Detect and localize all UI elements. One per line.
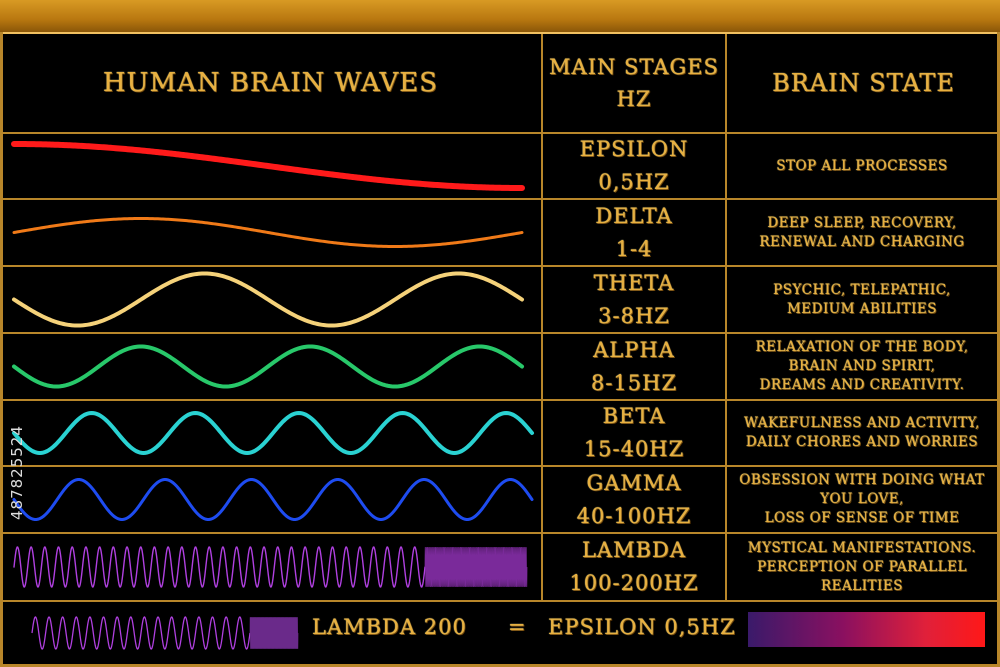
divider-row <box>0 265 1000 267</box>
table-frame <box>0 32 1000 667</box>
state-cell-2: psychic, telepathic, medium abilities <box>727 267 997 332</box>
stage-hz: 100-200Hz <box>569 571 699 595</box>
state-cell-6: mystical manifestations. perception of pa… <box>727 534 997 600</box>
frequency-gradient-bar <box>748 612 985 647</box>
divider-row <box>0 332 1000 334</box>
wave-delta <box>12 217 524 248</box>
stage-cell-1: Delta 1-4 <box>543 200 725 265</box>
top-bar <box>0 0 1000 34</box>
header-brain-state: Brain state <box>727 34 1000 132</box>
wave-alpha <box>12 344 524 389</box>
state-line: mystical manifestations. <box>747 539 977 556</box>
divider-col2 <box>725 34 727 601</box>
divider-row <box>0 132 1000 134</box>
divider-row <box>0 465 1000 467</box>
wave-lambda <box>13 546 426 588</box>
stage-name: Delta <box>595 203 673 228</box>
stage-hz: 40-100Hz <box>576 503 692 528</box>
state-cell-4: wakefulness and activity, daily chores an… <box>727 401 997 465</box>
stage-hz: 1-4 <box>615 236 653 261</box>
stage-hz: 8-15Hz <box>590 370 678 395</box>
stage-cell-2: Theta 3-8Hz <box>543 267 725 332</box>
stage-hz: 0,5Hz <box>598 170 670 194</box>
footer-right-label: Epsilon 0,5Hz <box>548 615 736 639</box>
footer-wave-lambda <box>31 616 251 650</box>
stage-cell-6: Lambda 100-200Hz <box>543 534 725 600</box>
stage-cell-5: Gamma 40-100Hz <box>543 467 725 532</box>
wave-theta <box>12 271 524 328</box>
state-line: psychic, telepathic, <box>773 281 951 298</box>
page-title: Human brain waves <box>0 34 541 132</box>
state-cell-1: Deep sleep, recovery, renewal and chargin… <box>727 200 997 265</box>
wave-lambda-dense <box>424 546 528 588</box>
state-line: Stop all processes <box>776 157 948 174</box>
watermark-id: 487825524 <box>8 425 26 520</box>
stage-hz: 3-8Hz <box>598 303 670 328</box>
stage-cell-0: Epsilon 0,5Hz <box>543 134 725 198</box>
state-line: perception of parallel <box>757 558 967 575</box>
stage-cell-3: Alpha 8-15Hz <box>543 334 725 399</box>
divider-row <box>0 600 1000 602</box>
title-text: Human brain waves <box>102 68 439 98</box>
stage-name: Theta <box>593 270 675 295</box>
state-line: Deep sleep, recovery, <box>767 214 957 231</box>
state-line: renewal and charging <box>759 233 965 250</box>
stage-name: Alpha <box>593 337 675 362</box>
state-line: obsession with doing what <box>739 472 985 488</box>
state-line: relaxation of the body, <box>755 339 969 355</box>
state-line: dreams and creativity. <box>759 377 965 393</box>
wave-beta <box>12 410 534 456</box>
state-line: you love, <box>820 491 904 507</box>
divider-row <box>0 532 1000 534</box>
state-line: realities <box>820 577 903 594</box>
state-cell-0: Stop all processes <box>727 134 997 198</box>
header-main-stages-line2: Hz <box>616 87 652 111</box>
stage-name: Lambda <box>581 538 687 562</box>
footer-wave-dense <box>249 617 299 649</box>
header-brain-state-text: Brain state <box>772 69 955 97</box>
divider-col1 <box>541 34 543 601</box>
stage-hz: 15-40Hz <box>583 437 685 461</box>
header-main-stages-line1: Main stages <box>549 55 719 79</box>
state-line: wakefulness and activity, <box>744 415 980 431</box>
wave-epsilon <box>11 141 525 191</box>
divider-row <box>0 399 1000 401</box>
state-line: medium abilities <box>786 300 938 317</box>
stage-name: Epsilon <box>579 137 689 161</box>
state-line: loss of sense of time <box>764 510 960 526</box>
wave-gamma <box>12 478 534 521</box>
stage-name: Beta <box>602 404 666 428</box>
state-cell-5: obsession with doing what you love, loss o… <box>727 467 997 532</box>
footer-left-label: Lambda 200 <box>312 615 467 639</box>
state-cell-3: relaxation of the body, brain and spirit,… <box>727 334 997 399</box>
stage-cell-4: Beta 15-40Hz <box>543 401 725 465</box>
header-main-stages: Main stages Hz <box>543 34 725 132</box>
footer-equals: = <box>508 615 527 639</box>
divider-row <box>0 198 1000 200</box>
stage-name: Gamma <box>586 470 682 495</box>
state-line: brain and spirit, <box>788 358 936 374</box>
state-line: daily chores and worries <box>745 434 979 450</box>
